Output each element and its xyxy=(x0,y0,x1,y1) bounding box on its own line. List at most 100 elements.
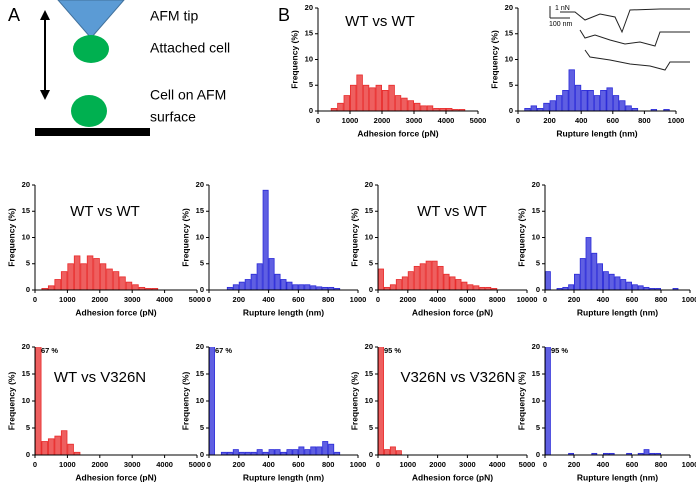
bar xyxy=(603,452,609,455)
bar xyxy=(274,273,281,290)
y-tick-label: 20 xyxy=(532,342,540,351)
x-tick-label: 200 xyxy=(233,295,246,304)
x-tick-label: 10000 xyxy=(517,295,538,304)
x-tick-label: 8000 xyxy=(489,295,506,304)
bar xyxy=(401,97,408,111)
bar xyxy=(304,449,311,455)
bar xyxy=(389,284,396,290)
bar xyxy=(612,95,620,111)
bar xyxy=(574,84,582,111)
bar xyxy=(643,286,650,290)
bar xyxy=(322,441,329,455)
x-tick-label: 2000 xyxy=(91,460,108,469)
y-tick-label: 10 xyxy=(196,232,204,241)
surface-cell xyxy=(71,95,107,127)
arrow-head xyxy=(40,90,50,100)
y-tick-label: 10 xyxy=(532,396,540,405)
bar xyxy=(407,271,414,290)
x-tick-label: 800 xyxy=(322,460,335,469)
bar xyxy=(632,284,638,290)
x-tick-label: 0 xyxy=(516,116,520,125)
bar xyxy=(655,452,661,455)
bar xyxy=(316,286,323,290)
bar xyxy=(543,102,550,111)
y-axis-label: Frequency (%) xyxy=(349,208,359,267)
y-tick-label: 5 xyxy=(536,423,540,432)
bar xyxy=(54,435,61,455)
y-axis-label: Frequency (%) xyxy=(6,208,16,267)
bar xyxy=(244,279,251,290)
y-tick-label: 20 xyxy=(196,180,204,189)
bar xyxy=(99,263,107,290)
bar xyxy=(619,100,626,111)
x-tick-label: 4000 xyxy=(489,460,506,469)
chart-title: WT vs V326N xyxy=(54,369,146,386)
bar xyxy=(395,450,402,455)
bar xyxy=(437,265,444,290)
bar xyxy=(138,286,146,290)
x-tick-label: 3000 xyxy=(459,460,476,469)
bar xyxy=(86,255,94,290)
bar xyxy=(337,102,344,111)
panel-a: A AFM tip Attached cell Cell on AFM surf… xyxy=(8,0,290,136)
bar xyxy=(473,285,480,290)
x-axis-label: Adhesion force (pN) xyxy=(412,307,493,317)
bar xyxy=(375,84,382,111)
bar xyxy=(274,449,281,455)
annotation: 67 % xyxy=(41,346,58,355)
y-axis-label: Frequency (%) xyxy=(6,372,16,431)
x-tick-label: 200 xyxy=(568,295,581,304)
x-tick-label: 1000 xyxy=(350,295,367,304)
bar xyxy=(401,276,408,290)
bar xyxy=(467,284,474,290)
x-tick-label: 1000 xyxy=(682,460,696,469)
x-tick-label: 1000 xyxy=(399,460,416,469)
bars xyxy=(330,74,466,111)
x-tick-label: 1000 xyxy=(342,116,359,125)
bars xyxy=(41,255,159,290)
bar xyxy=(413,102,421,111)
y-tick-label: 5 xyxy=(200,423,204,432)
y-tick-label: 15 xyxy=(505,29,513,38)
bar xyxy=(455,279,462,290)
bar xyxy=(250,273,257,290)
bar xyxy=(650,109,658,111)
x-tick-label: 600 xyxy=(607,116,620,125)
y-tick-label: 5 xyxy=(369,259,373,268)
bar xyxy=(310,446,317,455)
y-axis-label: Frequency (%) xyxy=(516,372,526,431)
bar xyxy=(587,90,594,111)
bar xyxy=(545,271,551,290)
x-axis-label: Rupture length (nm) xyxy=(577,472,658,482)
afm-surface xyxy=(35,128,150,136)
y-axis-label: Frequency (%) xyxy=(180,208,190,267)
bar xyxy=(378,268,384,290)
bar xyxy=(112,271,120,290)
bar xyxy=(328,286,335,290)
bar xyxy=(362,84,370,111)
bar xyxy=(568,284,574,290)
bar xyxy=(626,281,632,290)
y-tick-label: 20 xyxy=(22,342,30,351)
bar xyxy=(643,449,650,455)
annotation: 95 % xyxy=(551,346,568,355)
bar xyxy=(80,263,87,290)
y-tick-label: 10 xyxy=(532,232,540,241)
y-tick-label: 20 xyxy=(22,180,30,189)
x-tick-label: 800 xyxy=(655,295,668,304)
y-axis-label: Frequency (%) xyxy=(180,372,190,431)
x-axis-label: Adhesion force (pN) xyxy=(75,472,156,482)
x-tick-label: 0 xyxy=(207,295,211,304)
bar xyxy=(637,452,644,455)
bar xyxy=(394,95,402,111)
bar xyxy=(304,284,311,290)
x-tick-label: 400 xyxy=(597,460,610,469)
panel-letter: B xyxy=(278,5,290,25)
bar xyxy=(389,446,396,455)
scale-label: 100 nm xyxy=(549,21,573,28)
chart-title: WT vs WT xyxy=(417,203,487,220)
chart-title: V326N vs V326N xyxy=(400,369,515,386)
